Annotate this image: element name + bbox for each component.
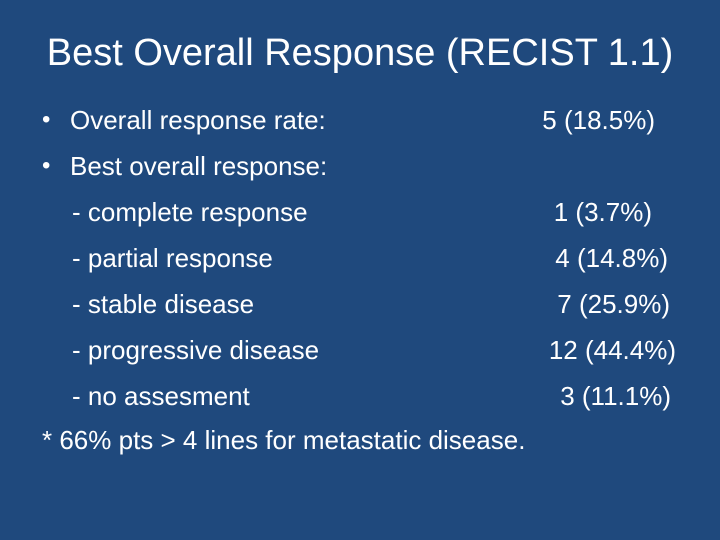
sub-item-value: 3 (11.1%) bbox=[560, 381, 671, 411]
bullet-marker: • bbox=[42, 106, 51, 133]
bullet-marker: • bbox=[42, 152, 51, 179]
bullet-value: 5 (18.5%) bbox=[542, 105, 655, 135]
slide-title: Best Overall Response (RECIST 1.1) bbox=[46, 32, 674, 74]
sub-item-label: - complete response bbox=[72, 197, 308, 227]
bullet-label: Best overall response: bbox=[70, 151, 328, 181]
sub-item-label: - no assesment bbox=[72, 381, 250, 411]
sub-item-value: 1 (3.7%) bbox=[553, 197, 652, 227]
sub-item-value: 4 (14.8%) bbox=[555, 243, 668, 273]
bullet-label: Overall response rate: bbox=[70, 105, 326, 135]
sub-item-value: 12 (44.4%) bbox=[548, 335, 676, 365]
sub-item-label: - stable disease bbox=[72, 289, 255, 319]
sub-item-label: - partial response bbox=[72, 243, 273, 273]
sub-item-value: 7 (25.9%) bbox=[557, 289, 670, 319]
footnote: * 66% pts > 4 lines for metastatic disea… bbox=[42, 425, 526, 455]
sub-item-label: - progressive disease bbox=[72, 335, 320, 365]
